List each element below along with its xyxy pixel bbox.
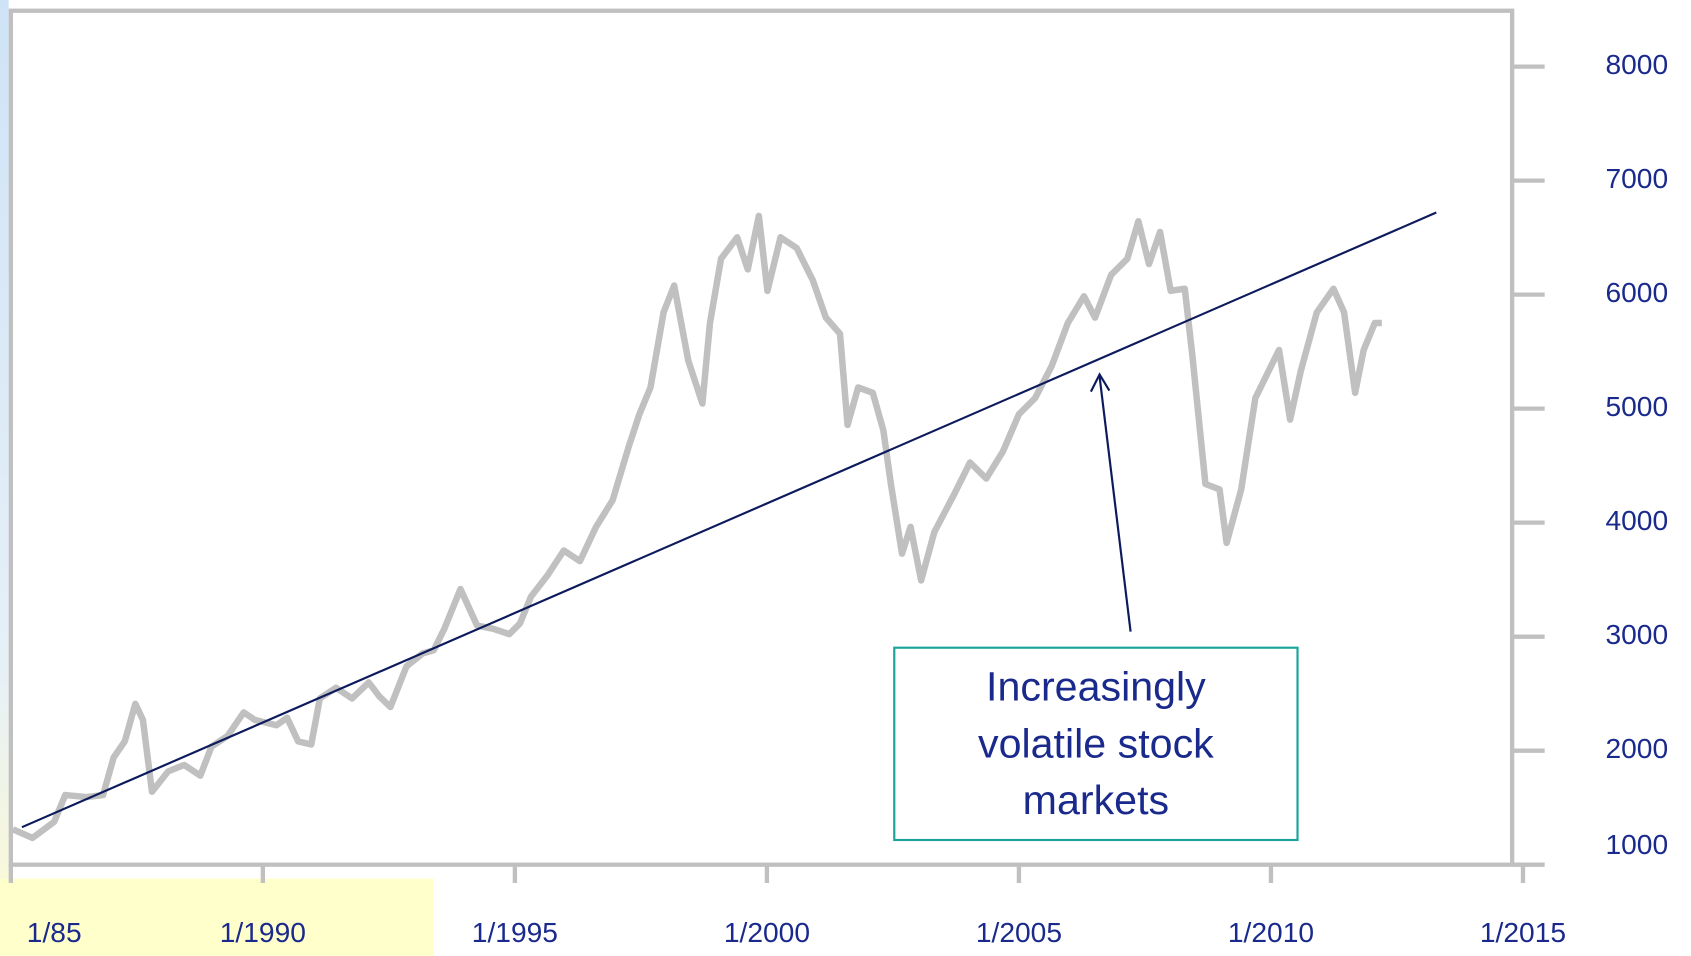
annotation-text: markets	[1023, 777, 1169, 823]
arrow-head	[1089, 372, 1111, 393]
x-tick-label: 1/2005	[976, 917, 1062, 948]
data-line	[11, 212, 1382, 842]
x-tick-label: 1/1995	[472, 917, 558, 948]
plot-frame	[8, 8, 1515, 867]
y-tick-label: 5000	[1605, 391, 1668, 422]
annotation-text: Increasingly	[986, 664, 1206, 710]
y-tick-label: 7000	[1605, 163, 1668, 194]
trend-line	[21, 211, 1437, 829]
annotation-text: volatile stock	[978, 720, 1214, 766]
x-tick-label: 1/85	[27, 917, 82, 948]
y-tick-label: 4000	[1605, 505, 1668, 536]
y-tick-label: 8000	[1605, 49, 1668, 80]
x-tick-label: 1/2010	[1228, 917, 1314, 948]
annotation-arrow	[1098, 376, 1132, 632]
y-tick-label: 6000	[1605, 277, 1668, 308]
highlight-box	[0, 878, 434, 956]
y-tick-label: 2000	[1605, 733, 1668, 764]
annotation-box	[893, 646, 1299, 842]
y-tick-label: 1000	[1605, 829, 1668, 860]
x-tick-label: 1/2015	[1480, 917, 1566, 948]
side-strip	[0, 0, 9, 956]
x-tick-label: 1/1990	[220, 917, 306, 948]
x-tick-label: 1/2000	[724, 917, 810, 948]
y-tick-label: 3000	[1605, 619, 1668, 650]
